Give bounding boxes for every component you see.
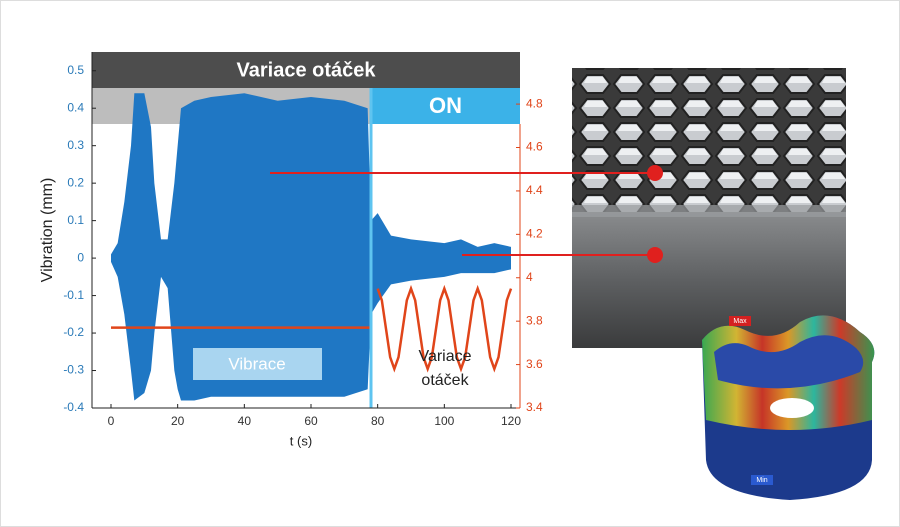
min-label: Min	[756, 477, 767, 484]
y2-tick-label: 3.4	[526, 400, 543, 414]
y2-tick-label: 4	[526, 270, 533, 284]
title: Variace otáček	[237, 59, 377, 81]
model	[702, 315, 874, 500]
x-tick-label: 120	[501, 414, 521, 428]
y-tick-label: 0.2	[67, 175, 84, 189]
y-tick-label: 0	[77, 250, 84, 264]
x-tick-label: 20	[171, 414, 185, 428]
x-tick-label: 80	[371, 414, 385, 428]
figure: Variace otáčekOFFON020406080100120-0.4-0…	[0, 0, 900, 527]
speed-label: otáček	[421, 372, 469, 389]
vibrace-label: Vibrace	[228, 354, 285, 373]
y-tick-label: 0.5	[67, 63, 84, 77]
y2-tick-label: 4.8	[526, 96, 543, 110]
x-tick-label: 40	[238, 414, 252, 428]
x-tick-label: 0	[108, 414, 115, 428]
x-tick-label: 60	[304, 414, 318, 428]
y2-tick-label: 4.6	[526, 140, 543, 154]
speed-label: Variace	[418, 348, 471, 365]
x-label: t (s)	[290, 433, 312, 448]
y-tick-label: 0.1	[67, 213, 84, 227]
y-tick-label: -0.3	[63, 363, 84, 377]
photo	[572, 68, 846, 348]
x-tick-label: 100	[434, 414, 454, 428]
y-tick-label: -0.1	[63, 288, 84, 302]
y2-tick-label: 4.4	[526, 183, 543, 197]
on-label: ON	[429, 93, 462, 118]
y-label: Vibration (mm)	[39, 178, 56, 283]
y-tick-label: 0.3	[67, 138, 84, 152]
page: Variace otáčekOFFON020406080100120-0.4-0…	[0, 0, 900, 527]
y-tick-label: -0.2	[63, 325, 84, 339]
y-tick-label: 0.4	[67, 100, 84, 114]
y2-tick-label: 3.8	[526, 313, 543, 327]
y2-tick-label: 3.6	[526, 357, 543, 371]
max-label: Max	[733, 318, 747, 325]
y-tick-label: -0.4	[63, 400, 84, 414]
y2-tick-label: 4.2	[526, 227, 543, 241]
